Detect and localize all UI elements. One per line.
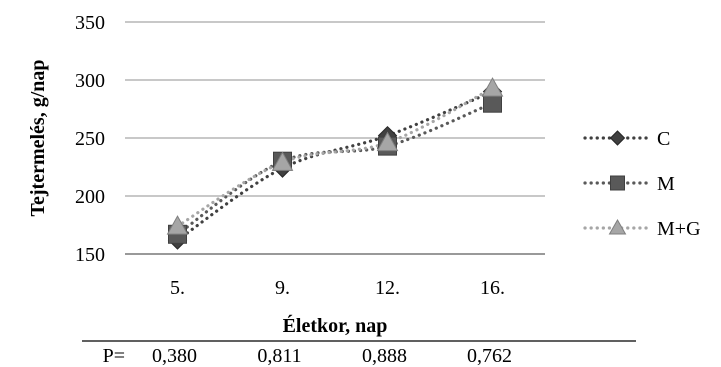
y-tick-label: 350 (75, 12, 105, 34)
p-value: 0,811 (257, 345, 301, 367)
data-point-m-g (271, 151, 294, 171)
legend-label-m-g: M+G (657, 218, 701, 240)
y-tick-label: 300 (75, 70, 105, 92)
legend-label-m: M (657, 173, 675, 195)
p-value: 0,888 (362, 345, 407, 367)
y-axis-title: Tejtermelés, g/nap (27, 59, 49, 216)
legend-marker-m (610, 175, 625, 191)
x-tick-label: 9. (275, 277, 290, 299)
data-point-m-g (481, 77, 504, 97)
series-line-m-g (175, 86, 495, 228)
data-point-m (483, 93, 502, 113)
x-tick-label: 12. (375, 277, 400, 299)
data-point-m-g (376, 131, 399, 152)
p-value: 0,762 (467, 345, 512, 367)
y-tick-label: 150 (75, 244, 105, 266)
data-point-m-g (166, 215, 189, 235)
legend-marker-c (609, 130, 626, 146)
series-line-m (175, 101, 495, 236)
legend-label-c: C (657, 128, 670, 150)
x-tick-label: 5. (170, 277, 185, 299)
x-tick-label: 16. (480, 277, 505, 299)
p-value: 0,380 (152, 345, 197, 367)
x-axis-title: Életkor, nap (283, 314, 388, 337)
p-label: P= (103, 345, 125, 367)
series-line-c (175, 90, 495, 242)
y-tick-label: 250 (75, 128, 105, 150)
legend-marker-m-g (608, 218, 627, 235)
y-tick-label: 200 (75, 186, 105, 208)
